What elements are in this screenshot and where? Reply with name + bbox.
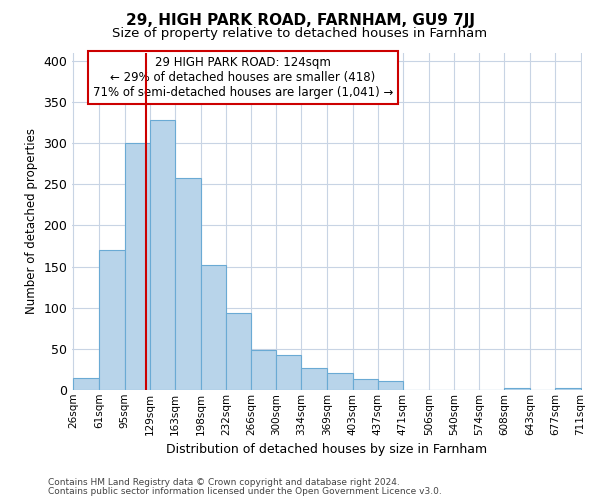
Y-axis label: Number of detached properties: Number of detached properties — [25, 128, 38, 314]
Text: Contains HM Land Registry data © Crown copyright and database right 2024.: Contains HM Land Registry data © Crown c… — [48, 478, 400, 487]
Bar — [150, 120, 175, 390]
Text: Size of property relative to detached houses in Farnham: Size of property relative to detached ho… — [112, 28, 488, 40]
Bar — [353, 380, 378, 390]
X-axis label: Distribution of detached houses by size in Farnham: Distribution of detached houses by size … — [166, 443, 488, 456]
Bar — [100, 250, 125, 390]
Bar — [251, 350, 276, 390]
Text: 29, HIGH PARK ROAD, FARNHAM, GU9 7JJ: 29, HIGH PARK ROAD, FARNHAM, GU9 7JJ — [125, 12, 475, 28]
Bar — [125, 143, 150, 390]
Text: 29 HIGH PARK ROAD: 124sqm
← 29% of detached houses are smaller (418)
71% of semi: 29 HIGH PARK ROAD: 124sqm ← 29% of detac… — [92, 56, 393, 99]
Bar — [73, 378, 100, 390]
Bar — [378, 381, 403, 390]
Bar — [556, 388, 581, 390]
Bar — [276, 356, 301, 390]
Bar — [226, 312, 251, 390]
Bar — [328, 372, 353, 390]
Bar — [301, 368, 328, 390]
Text: Contains public sector information licensed under the Open Government Licence v3: Contains public sector information licen… — [48, 487, 442, 496]
Bar — [201, 265, 226, 390]
Bar — [504, 388, 530, 390]
Bar — [175, 178, 201, 390]
